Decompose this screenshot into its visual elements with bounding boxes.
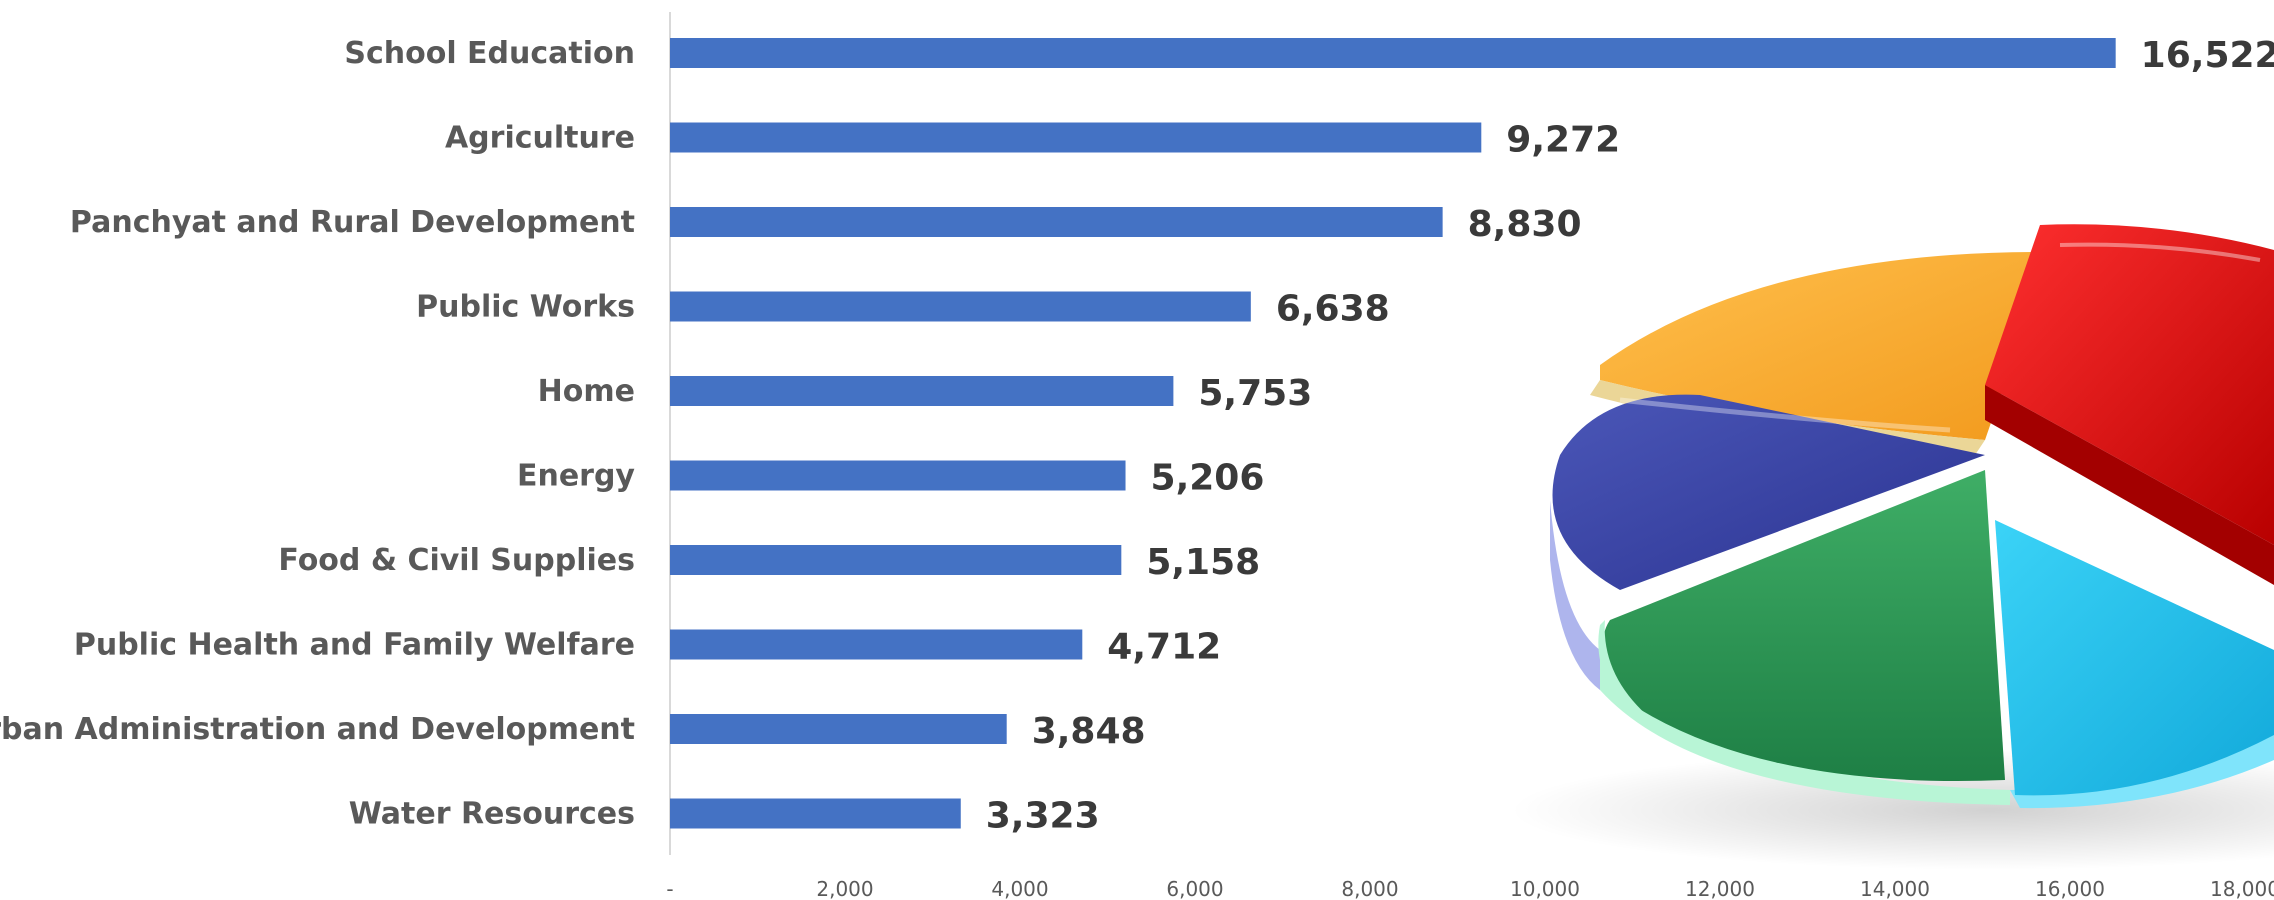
x-tick-label: 4,000 [991,877,1048,900]
bar [670,460,1126,491]
data-label: 4,712 [1107,627,1221,668]
bar [670,714,1007,744]
bar [670,798,961,829]
category-label: Water Resources [349,797,635,832]
x-tick-label: 6,000 [1166,877,1223,900]
x-tick-label: 8,000 [1341,877,1398,900]
data-label: 3,323 [986,796,1100,837]
bar [670,38,2116,68]
x-tick-label: 10,000 [1510,877,1580,900]
category-label: Public Works [416,290,635,325]
category-label: Energy [517,459,635,494]
bar [670,545,1122,575]
x-tick-label: 16,000 [2035,877,2105,900]
bar [670,291,1251,322]
category-label: Agriculture [445,121,635,156]
bars-layer [670,38,2116,829]
x-tick-label: 18,000 [2210,877,2274,900]
data-label: 5,753 [1198,373,1312,414]
x-tick-label: 14,000 [1860,877,1930,900]
bar [670,629,1083,660]
data-label: 9,272 [1506,120,1620,161]
bar [670,376,1174,406]
category-labels: School Education Agriculture Panchyat and … [0,36,635,832]
data-label: 5,158 [1146,542,1260,583]
data-label: 3,848 [1032,711,1146,752]
x-axis-tick-labels: - 2,000 4,000 6,000 8,000 10,000 12,000 14,000 1… [666,877,2274,900]
x-tick-label: 12,000 [1685,877,1755,900]
category-label: Home [538,374,635,409]
category-label: School Education [344,36,635,71]
data-label: 16,522 [2141,35,2274,76]
x-tick-label: - [666,877,673,900]
bar [670,122,1482,153]
category-label: Urban Administration and Development [0,712,635,747]
data-label: 5,206 [1151,458,1265,499]
category-label: Public Health and Family Welfare [74,628,635,663]
pie-illustration [1510,224,2274,870]
category-label: Panchyat and Rural Development [70,205,635,240]
data-label: 8,830 [1468,204,1582,245]
data-label: 6,638 [1276,289,1390,330]
bar [670,207,1443,237]
category-label: Food & Civil Supplies [278,543,635,578]
x-tick-label: 2,000 [816,877,873,900]
data-labels: 16,522 9,272 8,830 6,638 5,753 5,206 5,158 4,71… [986,35,2274,837]
